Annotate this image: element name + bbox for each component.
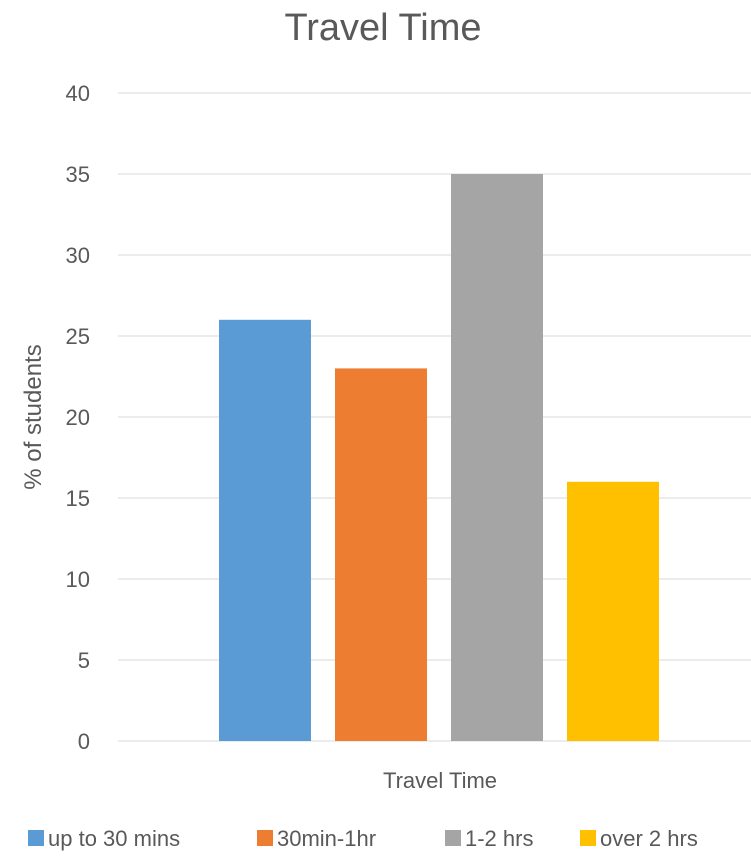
legend: up to 30 mins 30min-1hr 1-2 hrs over 2 hrs (28, 826, 698, 851)
y-tick-label: 40 (66, 81, 90, 106)
y-tick-label: 0 (78, 729, 90, 754)
y-tick-label: 20 (66, 405, 90, 430)
y-tick-label: 30 (66, 243, 90, 268)
legend-label: 1-2 hrs (465, 826, 533, 851)
legend-label: over 2 hrs (600, 826, 698, 851)
x-axis-category-label: Travel Time (383, 768, 497, 793)
bar-3 (451, 174, 543, 741)
bars (219, 174, 659, 741)
y-tick-label: 10 (66, 567, 90, 592)
y-tick-label: 25 (66, 324, 90, 349)
bar-2 (335, 368, 427, 741)
chart-title: Travel Time (284, 7, 481, 49)
legend-label: 30min-1hr (277, 826, 376, 851)
bar-4 (567, 481, 659, 741)
legend-swatch (257, 830, 273, 846)
legend-swatch (28, 830, 44, 846)
bar-1 (219, 319, 311, 741)
y-tick-label: 15 (66, 486, 90, 511)
y-tick-label: 35 (66, 162, 90, 187)
y-axis-label: % of students (20, 344, 47, 489)
legend-swatch (580, 830, 596, 846)
y-tick-label: 5 (78, 648, 90, 673)
legend-swatch (445, 830, 461, 846)
legend-label: up to 30 mins (48, 826, 180, 851)
y-axis-ticks: 0 5 10 15 20 25 30 35 40 (66, 81, 90, 754)
